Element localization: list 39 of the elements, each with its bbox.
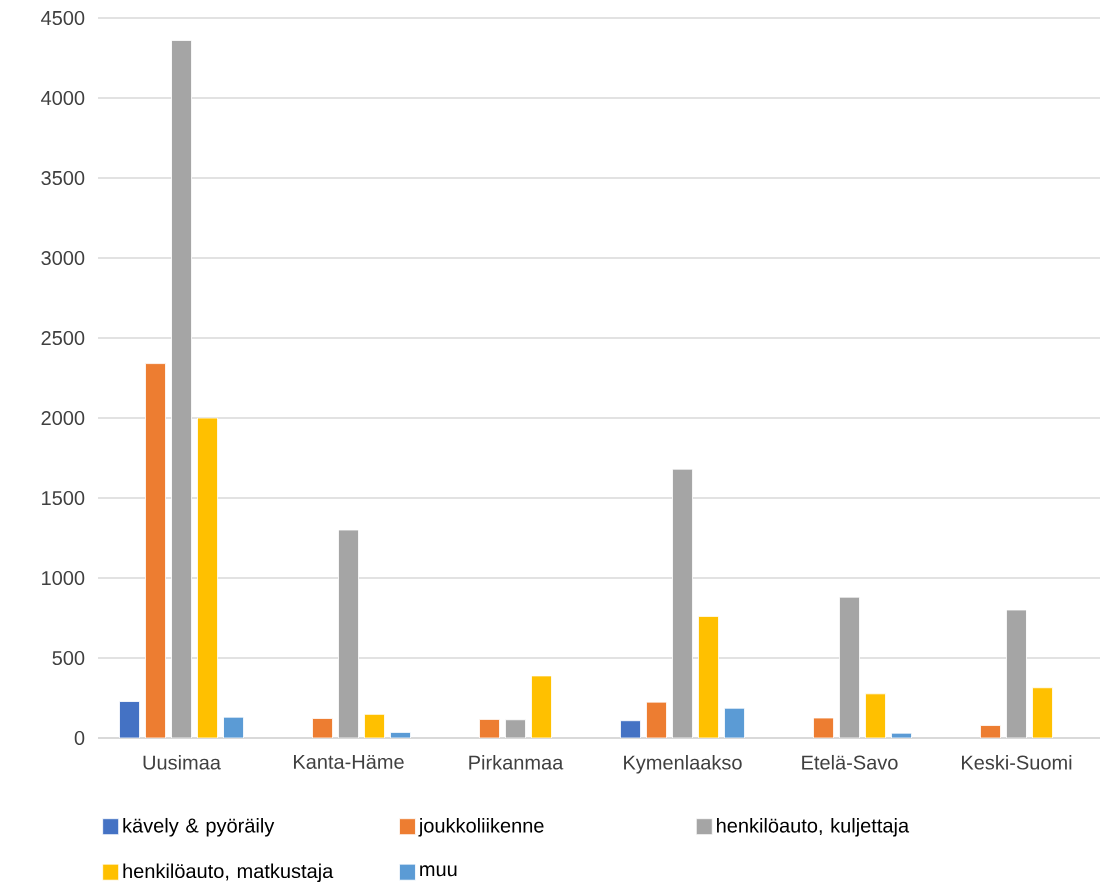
x-tick-label: Keski-Suomi — [962, 754, 1072, 770]
y-tick-label: 2500 — [41, 330, 85, 346]
bar — [865, 693, 886, 738]
bar — [312, 718, 333, 738]
bar — [839, 596, 860, 738]
bar — [672, 468, 693, 738]
y-tick-label: 1000 — [42, 570, 85, 586]
bar — [698, 616, 719, 738]
y-tick-label: 1500 — [42, 490, 85, 506]
y-tick-label: 0 — [74, 730, 85, 746]
bar — [197, 417, 218, 738]
legend-label: henkilöauto, matkustaja — [123, 863, 334, 883]
x-tick-label: Uusimaa — [143, 754, 221, 770]
bar — [646, 701, 667, 738]
legend-label: muu — [420, 865, 457, 877]
y-tick-label: 2000 — [41, 410, 85, 426]
bar — [531, 675, 552, 738]
bar — [479, 719, 500, 738]
bar — [145, 363, 166, 738]
legend-label: joukkoliikenne — [418, 817, 544, 837]
bar — [338, 529, 359, 738]
bar — [171, 40, 192, 738]
bar — [1006, 609, 1027, 738]
x-tick-label: Kanta-Häme — [294, 754, 404, 769]
legend-label: henkilöauto, kuljettaja — [717, 817, 910, 837]
x-tick-label: Kymenlaakso — [624, 754, 742, 774]
y-tick-label: 500 — [52, 650, 85, 666]
y-tick-label: 4500 — [41, 10, 85, 26]
legend-label: kävely & pyöräily — [123, 817, 275, 837]
bar — [813, 717, 834, 738]
y-tick-label: 3000 — [41, 250, 85, 266]
bar — [980, 725, 1001, 738]
x-tick-label: Pirkanmaa — [469, 754, 564, 770]
bar — [1032, 687, 1053, 738]
bar — [119, 701, 140, 738]
bar — [364, 713, 385, 738]
y-tick-label: 3500 — [41, 170, 85, 186]
y-tick-label: 4000 — [41, 90, 85, 106]
x-tick-label: Etelä-Savo — [802, 754, 898, 770]
